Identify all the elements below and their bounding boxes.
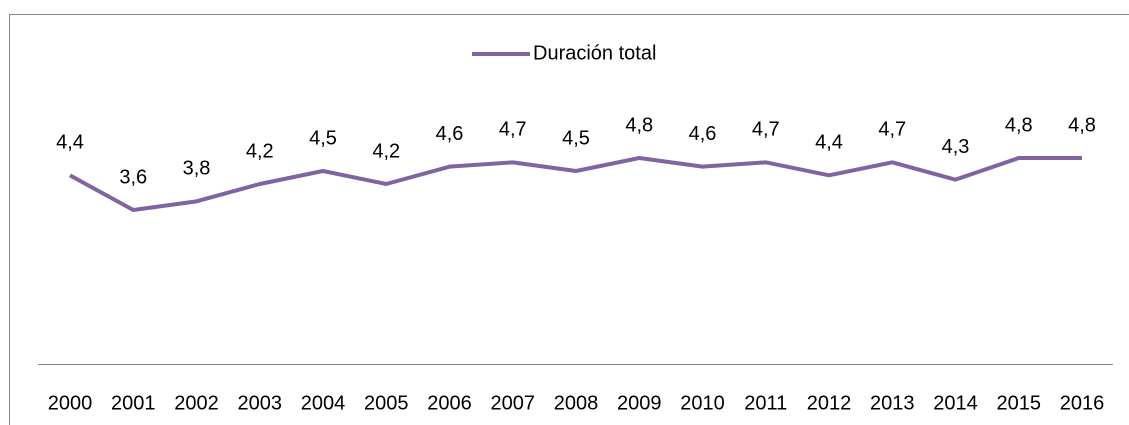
data-label: 4,5	[309, 127, 337, 149]
data-label: 4,8	[625, 114, 653, 136]
x-tick-label: 2008	[554, 392, 599, 414]
data-label: 4,8	[1005, 114, 1033, 136]
x-tick-label: 2003	[238, 392, 283, 414]
x-tick-label: 2011	[744, 392, 787, 414]
data-label: 4,6	[436, 123, 464, 145]
x-tick-label: 2012	[807, 392, 852, 414]
x-tick-label: 2016	[1060, 392, 1105, 414]
legend-label: Duración total	[533, 42, 656, 64]
data-label: 4,4	[815, 132, 843, 154]
data-label: 4,2	[246, 140, 274, 162]
x-tick-label: 2009	[617, 392, 662, 414]
x-tick-label: 2001	[111, 392, 156, 414]
x-tick-label: 2014	[933, 392, 978, 414]
x-tick-label: 2013	[870, 392, 915, 414]
data-label: 4,7	[878, 119, 906, 141]
data-label: 4,5	[562, 127, 590, 149]
data-label: 4,2	[372, 140, 400, 162]
data-label: 4,7	[752, 119, 780, 141]
x-tick-label: 2005	[364, 392, 409, 414]
data-label: 4,6	[689, 123, 717, 145]
data-label: 3,8	[183, 158, 211, 180]
data-label: 4,3	[942, 136, 970, 158]
data-label: 4,4	[56, 132, 84, 154]
data-label: 4,8	[1068, 114, 1096, 136]
data-line	[69, 156, 1082, 212]
x-tick-label: 2007	[491, 392, 536, 414]
frame	[9, 14, 1129, 425]
data-label: 3,6	[119, 166, 147, 188]
x-tick-label: 2004	[301, 392, 346, 414]
x-tick-label: 2002	[174, 392, 219, 414]
x-tick-label: 2000	[48, 392, 93, 414]
x-tick-label: 2006	[427, 392, 472, 414]
data-label: 4,7	[499, 119, 527, 141]
x-tick-label: 2015	[997, 392, 1042, 414]
x-tick-label: 2010	[680, 392, 725, 414]
